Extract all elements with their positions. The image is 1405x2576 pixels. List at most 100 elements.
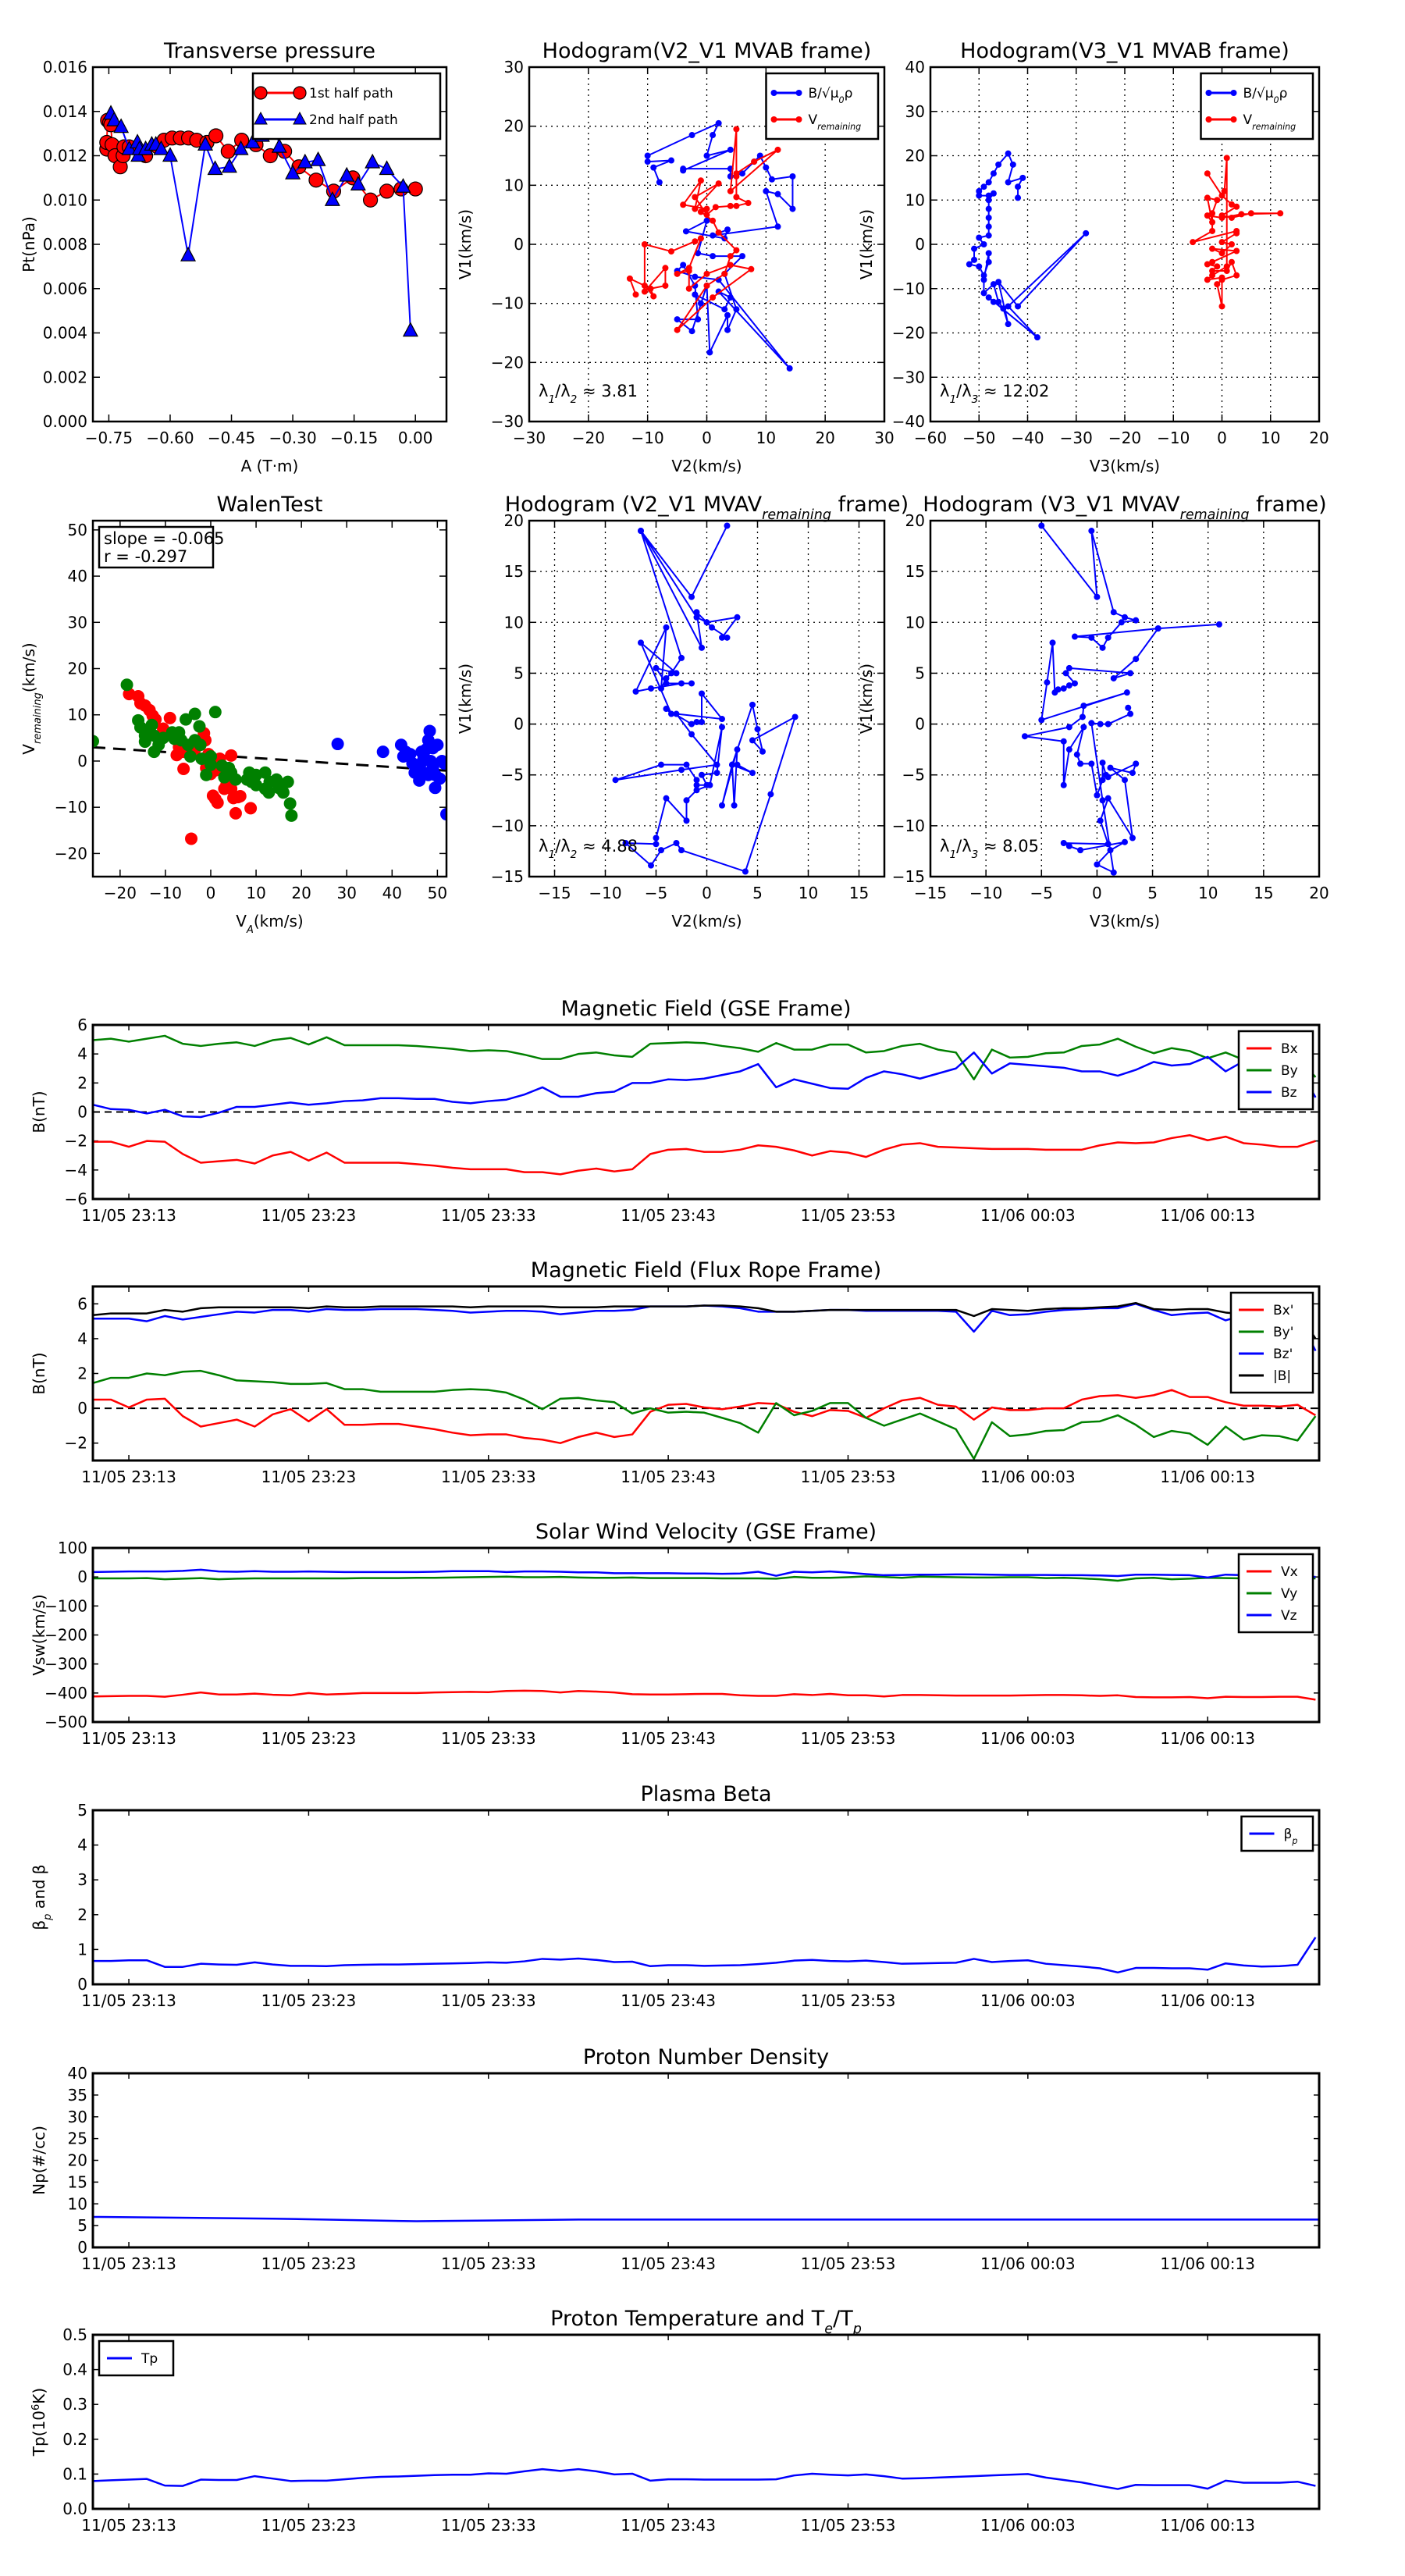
- data-point: [197, 136, 214, 151]
- data-point: [281, 775, 294, 788]
- data-point: [1088, 528, 1095, 535]
- x-tick-label: −0.60: [146, 429, 194, 447]
- series-line: [93, 1568, 1316, 1579]
- data-point: [710, 253, 717, 260]
- data-point: [786, 365, 793, 372]
- x-tick-label: 10: [1261, 429, 1280, 447]
- series-line: [93, 1034, 1317, 1080]
- slope-text: slope = -0.065: [104, 529, 225, 548]
- legend-marker: [1205, 90, 1212, 96]
- data-point: [1015, 183, 1022, 190]
- x-tick-label: 11/06 00:03: [980, 2516, 1076, 2535]
- legend-marker: [293, 111, 307, 125]
- x-tick-label: 20: [1309, 429, 1329, 447]
- series-1: [626, 126, 781, 333]
- series-line: [93, 1689, 1316, 1701]
- data-point: [622, 840, 629, 847]
- data-point: [692, 205, 699, 212]
- legend-marker: [795, 90, 802, 96]
- data-point: [1277, 210, 1284, 217]
- legend-marker: [1205, 116, 1212, 123]
- x-tick-label: 0: [1092, 884, 1102, 902]
- data-point: [653, 834, 660, 841]
- data-point: [668, 670, 674, 677]
- x-tick-label: 0: [206, 884, 216, 902]
- x-tick-label: 30: [874, 429, 894, 447]
- data-point: [1204, 212, 1211, 219]
- x-axis-label: V2(km/s): [671, 457, 742, 475]
- x-tick-label: 11/05 23:23: [261, 1729, 357, 1748]
- data-point: [715, 119, 722, 126]
- data-point: [683, 817, 690, 824]
- data-point: [422, 768, 435, 781]
- series-line: [93, 1133, 1316, 1176]
- chart-title-part: Hodogram (V3_V1 MVAV: [923, 493, 1180, 517]
- data-point: [641, 282, 648, 289]
- data-point: [699, 718, 705, 725]
- legend-label: B/√μ0ρ: [1243, 86, 1288, 105]
- y-tick-label: 5: [77, 2216, 87, 2235]
- legend-label-part: 0: [839, 95, 845, 105]
- data-point: [668, 248, 674, 255]
- data-point: [673, 710, 680, 717]
- data-point: [710, 132, 717, 139]
- data-point: [688, 132, 695, 139]
- y-tick-label: 0: [77, 2238, 87, 2257]
- data-point: [733, 306, 740, 313]
- x-tick-label: 11/05 23:53: [801, 2254, 896, 2273]
- y-tick-label: 0.014: [43, 102, 87, 121]
- x-tick-label: 11/06 00:13: [1160, 1729, 1255, 1748]
- x-tick-label: 11/05 23:33: [441, 1729, 536, 1748]
- data-point: [180, 246, 197, 262]
- y-tick-label: 30: [504, 58, 524, 76]
- data-point: [638, 639, 644, 646]
- data-point: [685, 268, 692, 275]
- x-tick-label: 5: [752, 884, 763, 902]
- data-point: [663, 680, 670, 687]
- y-tick-label: 0.006: [43, 279, 87, 298]
- data-point: [995, 161, 1002, 168]
- y-tick-label: 0: [77, 1567, 87, 1586]
- data-point: [376, 745, 389, 759]
- data-point: [1218, 214, 1225, 221]
- data-point: [1122, 614, 1128, 621]
- eigenvalue-ratio-annotation-part: 3: [972, 393, 979, 406]
- data-point: [208, 128, 224, 144]
- x-tick-label: 11/05 23:23: [261, 1468, 357, 1486]
- data-point: [767, 791, 774, 798]
- data-point: [668, 710, 674, 717]
- data-point: [703, 212, 710, 219]
- data-point: [1218, 250, 1225, 257]
- data-point: [733, 170, 740, 177]
- data-point: [1099, 760, 1106, 767]
- series-0: [1021, 522, 1222, 876]
- x-tick-label: 11/05 23:13: [81, 1729, 176, 1748]
- x-tick-label: 20: [815, 429, 834, 447]
- chart-title: Transverse pressure: [163, 39, 375, 63]
- data-point: [727, 187, 734, 194]
- data-point: [980, 290, 987, 297]
- series-0: [966, 150, 1090, 341]
- data-point: [724, 226, 731, 233]
- chart-magnetic-field-flux-rope: 11/05 23:13 11/05 23:23 11/05 23:33 11/05 2…: [30, 1258, 1321, 1486]
- data-point: [697, 177, 704, 184]
- data-point: [721, 270, 728, 277]
- legend-marker: [770, 116, 777, 123]
- eigenvalue-ratio-annotation-part: 1: [548, 393, 555, 406]
- y-tick-label: 2: [77, 1073, 87, 1092]
- y-tick-label: 15: [504, 562, 524, 581]
- data-point: [990, 298, 997, 305]
- data-point: [976, 234, 983, 241]
- data-point: [1060, 685, 1067, 692]
- data-point: [440, 808, 446, 821]
- data-point: [680, 262, 687, 269]
- data-point: [733, 247, 740, 254]
- data-point: [733, 202, 740, 209]
- data-point: [688, 731, 695, 738]
- data-point: [733, 126, 740, 133]
- data-point: [995, 298, 1002, 305]
- x-tick-label: 11/05 23:43: [621, 2254, 716, 2273]
- y-tick-label: 2: [77, 1364, 87, 1383]
- eigenvalue-ratio-annotation-part: ≈ 12.02: [978, 382, 1049, 400]
- data-point: [1083, 229, 1090, 237]
